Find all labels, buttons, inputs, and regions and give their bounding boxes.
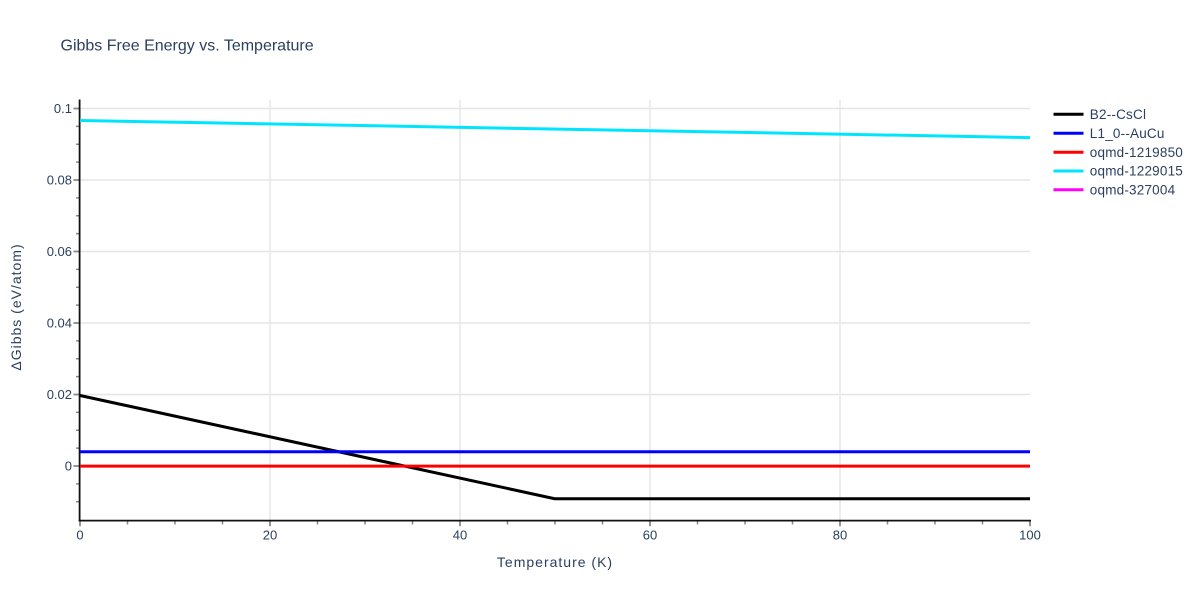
- svg-text:20: 20: [263, 527, 277, 542]
- svg-text:0.1: 0.1: [54, 101, 72, 116]
- svg-text:80: 80: [833, 527, 847, 542]
- svg-text:oqmd-327004: oqmd-327004: [1090, 182, 1176, 197]
- svg-text:0.06: 0.06: [47, 244, 72, 259]
- svg-text:Gibbs Free Energy vs. Temperat: Gibbs Free Energy vs. Temperature: [61, 38, 314, 55]
- svg-text:ΔGibbs (eV/atom): ΔGibbs (eV/atom): [8, 243, 24, 370]
- svg-text:0.04: 0.04: [47, 316, 72, 331]
- svg-text:oqmd-1229015: oqmd-1229015: [1090, 164, 1183, 179]
- svg-text:0.08: 0.08: [47, 173, 72, 188]
- svg-text:B2--CsCl: B2--CsCl: [1090, 107, 1146, 122]
- svg-text:L1_0--AuCu: L1_0--AuCu: [1090, 126, 1165, 141]
- svg-text:100: 100: [1019, 527, 1041, 542]
- svg-text:60: 60: [643, 527, 657, 542]
- svg-text:40: 40: [453, 527, 467, 542]
- svg-text:Temperature (K): Temperature (K): [497, 554, 613, 570]
- svg-text:0: 0: [65, 459, 72, 474]
- svg-text:oqmd-1219850: oqmd-1219850: [1090, 145, 1183, 160]
- svg-text:0.02: 0.02: [47, 387, 72, 402]
- svg-text:0: 0: [76, 527, 83, 542]
